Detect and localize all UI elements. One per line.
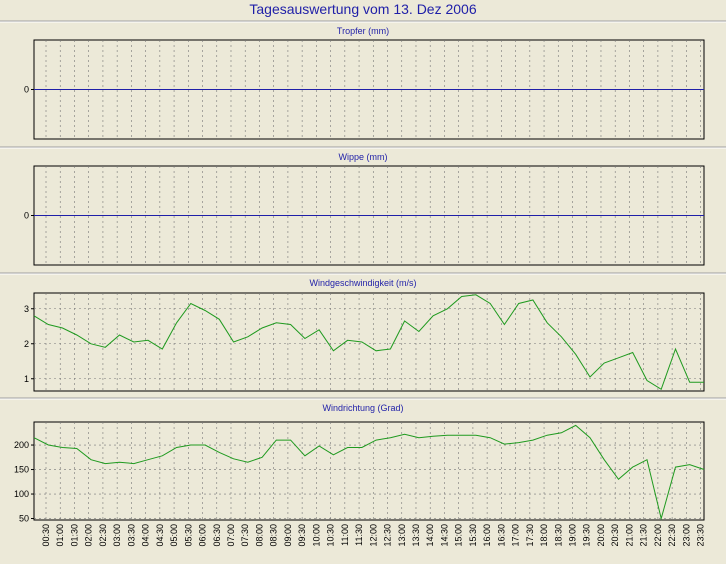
x-tick-label: 21:30 xyxy=(639,524,649,547)
x-tick-label: 22:00 xyxy=(653,524,663,547)
x-tick-label: 14:30 xyxy=(439,524,449,547)
x-tick-label: 04:00 xyxy=(141,524,151,547)
x-tick-label: 23:30 xyxy=(696,524,706,547)
x-tick-label: 19:30 xyxy=(582,524,592,547)
series-line xyxy=(33,424,705,521)
y-tick-label: 3 xyxy=(24,304,29,314)
x-tick-label: 07:00 xyxy=(226,524,236,547)
x-tick-label: 11:30 xyxy=(354,524,364,546)
x-tick-label: 04:30 xyxy=(155,524,165,547)
x-tick-label: 18:30 xyxy=(553,524,563,547)
chart-panel-3: Windgeschwindigkeit (m/s) 1 2 3 xyxy=(0,272,726,392)
x-tick-label: 18:00 xyxy=(539,524,549,547)
x-tick-label: 06:00 xyxy=(198,524,208,547)
x-tick-label: 12:00 xyxy=(368,524,378,547)
x-tick-label: 16:00 xyxy=(482,524,492,547)
chart-title: Windrichtung (Grad) xyxy=(322,403,403,413)
x-tick-label: 20:00 xyxy=(596,524,606,547)
x-tick-label: 08:00 xyxy=(254,524,264,547)
y-tick-label: 0 xyxy=(24,85,29,95)
x-tick-label: 07:30 xyxy=(240,524,250,547)
x-tick-label: 09:30 xyxy=(297,524,307,547)
x-tick-label: 14:00 xyxy=(425,524,435,547)
y-tick-label: 2 xyxy=(24,339,29,349)
x-tick-label: 12:30 xyxy=(383,524,393,547)
x-tick-label: 15:00 xyxy=(454,524,464,547)
x-tick-label: 19:00 xyxy=(568,524,578,547)
x-tick-label: 03:00 xyxy=(112,524,122,547)
x-tick-label: 17:00 xyxy=(511,524,521,547)
series-line xyxy=(33,294,704,391)
y-tick-label: 1 xyxy=(24,374,29,384)
y-tick-label: 200 xyxy=(14,440,29,450)
x-tick-label: 13:30 xyxy=(411,524,421,547)
x-tick-label: 20:30 xyxy=(610,524,620,547)
y-tick-label: 50 xyxy=(19,514,29,524)
y-tick-label: 150 xyxy=(14,465,29,475)
chart-panel-4: Windrichtung (Grad) 50 100 150 200 xyxy=(0,397,726,524)
x-tick-label: 16:30 xyxy=(496,524,506,547)
y-tick-label: 0 xyxy=(24,211,29,221)
x-tick-label: 05:00 xyxy=(169,524,179,547)
x-tick-label: 21:00 xyxy=(624,524,634,547)
chart-panel-2: Wippe (mm) 0 xyxy=(0,146,726,266)
x-tick-label: 13:00 xyxy=(397,524,407,547)
x-tick-label: 11:00 xyxy=(340,524,350,546)
chart-title: Windgeschwindigkeit (m/s) xyxy=(309,278,416,288)
x-tick-label: 09:00 xyxy=(283,524,293,547)
chart-title: Wippe (mm) xyxy=(339,152,388,162)
x-tick-label: 01:00 xyxy=(55,524,65,547)
x-tick-label: 06:30 xyxy=(212,524,222,547)
x-tick-label: 10:30 xyxy=(326,524,336,547)
x-tick-label: 02:00 xyxy=(84,524,94,547)
x-tick-label: 15:30 xyxy=(468,524,478,547)
y-tick-label: 100 xyxy=(14,489,29,499)
x-tick-label: 08:30 xyxy=(269,524,279,547)
x-tick-label: 01:30 xyxy=(69,524,79,547)
chart-title: Tropfer (mm) xyxy=(337,26,389,36)
x-tick-label: 00:30 xyxy=(41,524,51,547)
x-axis: 00:30 01:00 01:30 02:00 02:30 03:00 03:30 04:00… xyxy=(41,524,706,547)
x-tick-label: 10:00 xyxy=(311,524,321,547)
page-title: Tagesauswertung vom 13. Dez 2006 xyxy=(249,1,477,17)
plot-area xyxy=(33,421,705,521)
x-tick-label: 23:00 xyxy=(681,524,691,547)
x-tick-label: 02:30 xyxy=(98,524,108,547)
x-tick-label: 17:30 xyxy=(525,524,535,547)
x-tick-label: 05:30 xyxy=(183,524,193,547)
x-tick-label: 03:30 xyxy=(126,524,136,547)
chart-panel-1: Tropfer (mm) 0 xyxy=(0,20,726,140)
x-tick-label: 22:30 xyxy=(667,524,677,547)
